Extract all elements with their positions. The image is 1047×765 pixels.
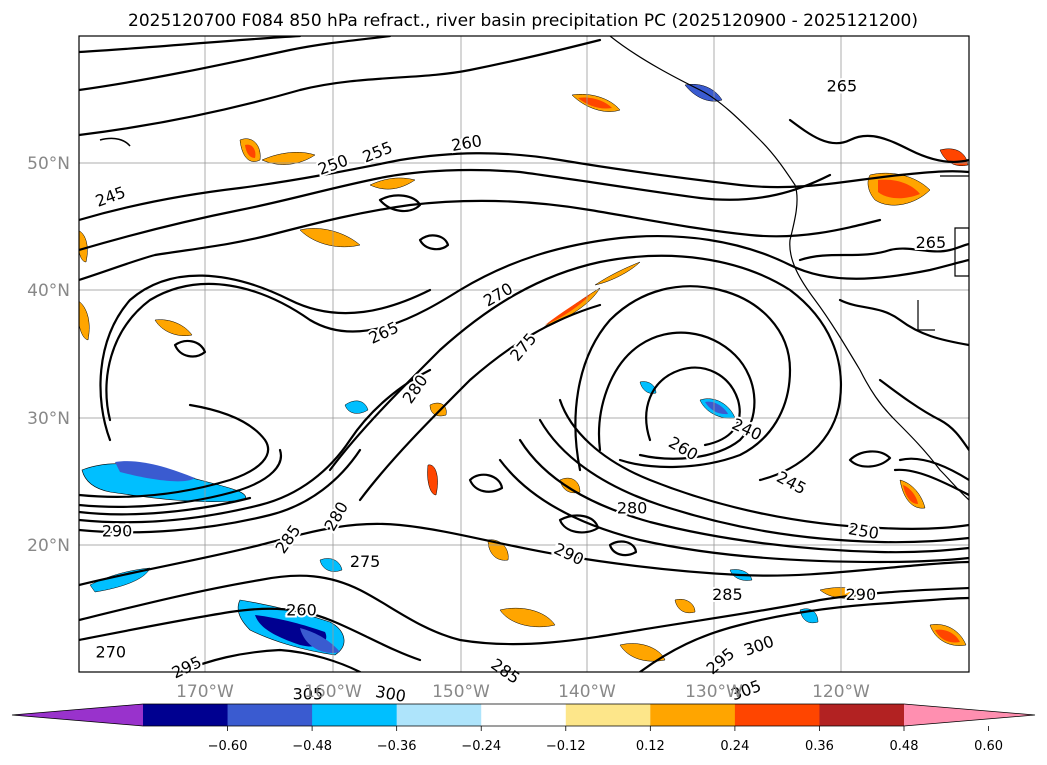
contour-label: 305 (293, 684, 324, 703)
colorbar-segment (565, 704, 651, 726)
contour-label: 260 (286, 600, 317, 619)
lon-label: 160°W (304, 682, 362, 702)
map-content (79, 36, 969, 672)
contour-label: 285 (712, 585, 743, 604)
colorbar-tick-label: −0.36 (377, 739, 417, 754)
lat-label: 50°N (27, 154, 70, 174)
contour-label: 275 (350, 552, 381, 571)
colorbar-segment (819, 704, 905, 726)
colorbar-tick-label: 0.24 (720, 739, 749, 754)
lat-label: 40°N (27, 281, 70, 301)
colorbar-extend-high (904, 704, 1035, 726)
contour-label: 270 (96, 642, 127, 661)
colorbar-tick-labels: −0.60 −0.48 −0.36 −0.24 −0.12 0.12 0.24 0.36 0.4… (208, 726, 1003, 754)
lon-label: 150°W (432, 682, 490, 702)
longitude-labels: 170°W 160°W 150°W 140°W 130°W 120°W (176, 682, 870, 702)
lon-label: 120°W (812, 682, 870, 702)
colorbar-segment (312, 704, 398, 726)
colorbar (11, 703, 1036, 727)
contour-label: 290 (102, 522, 133, 541)
colorbar-extend-low (12, 704, 143, 726)
lon-label: 170°W (176, 682, 234, 702)
map-frame (78, 35, 970, 673)
contour-label: 265 (916, 233, 947, 252)
lat-label: 20°N (27, 536, 70, 556)
colorbar-segment (396, 704, 482, 726)
colorbar-segment (734, 704, 820, 726)
contour-label: 265 (827, 76, 858, 95)
colorbar-tick-label: −0.48 (292, 739, 332, 754)
colorbar-tick-label: 0.60 (974, 739, 1003, 754)
refractivity-contours (79, 36, 969, 672)
colorbar-segment (481, 704, 567, 726)
colorbar-tick-label: −0.24 (461, 739, 501, 754)
colorbar-segment (650, 704, 736, 726)
colorbar-tick-label: −0.60 (208, 739, 248, 754)
lon-label: 130°W (685, 682, 743, 702)
coastline (609, 36, 969, 501)
colorbar-outline (11, 703, 1036, 727)
latitude-labels: 50°N 40°N 30°N 20°N (27, 154, 70, 556)
colorbar-segment (143, 704, 229, 726)
colorbar-tick-label: 0.36 (805, 739, 834, 754)
figure-title: 2025120700 F084 850 hPa refract., river … (128, 11, 918, 31)
lon-label: 140°W (558, 682, 616, 702)
colorbar-tick-label: 0.48 (890, 739, 919, 754)
contour-label: 280 (617, 499, 648, 518)
lat-label: 30°N (27, 409, 70, 429)
contour-label: 300 (374, 682, 407, 706)
colorbar-tick-label: −0.12 (546, 739, 586, 754)
contour-label: 290 (846, 585, 877, 604)
colorbar-segment (227, 704, 313, 726)
map-background (79, 36, 969, 672)
colorbar-tick-label: 0.12 (636, 739, 665, 754)
